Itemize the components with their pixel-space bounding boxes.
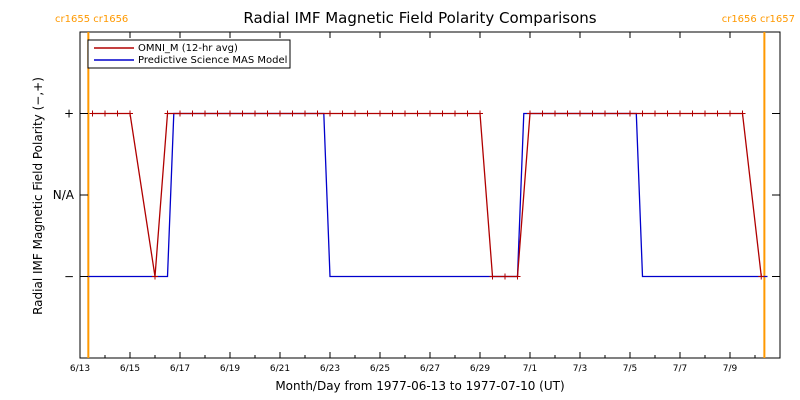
data-point-omni (539, 110, 546, 117)
data-point-omni (514, 273, 521, 280)
data-point-omni (177, 110, 183, 117)
data-point-omni (714, 110, 721, 117)
x-tick-label: 6/21 (270, 364, 290, 374)
x-tick-label: 6/19 (220, 364, 240, 374)
data-point-omni (352, 110, 358, 117)
data-point-omni (252, 110, 258, 117)
x-tick-label: 7/9 (723, 364, 738, 374)
data-point-omni (477, 110, 483, 117)
data-point-omni (152, 273, 158, 280)
data-point-omni (577, 110, 583, 117)
data-point-omni (452, 110, 458, 117)
data-point-omni (239, 110, 246, 117)
data-point-omni (427, 110, 433, 117)
data-point-omni (227, 110, 233, 117)
data-point-omni (277, 110, 283, 117)
data-point-omni (127, 110, 133, 117)
x-tick-label: 6/25 (370, 364, 390, 374)
data-point-omni (589, 110, 596, 117)
x-tick-label: 7/3 (573, 364, 587, 374)
data-point-omni (164, 110, 171, 117)
data-point-omni (677, 110, 683, 117)
data-point-omni (564, 110, 571, 117)
legend-label-omni: OMNI_M (12-hr avg) (138, 43, 238, 54)
data-point-omni (614, 110, 621, 117)
x-tick-label: 7/1 (523, 364, 537, 374)
x-tick-label: 6/15 (120, 364, 140, 374)
carrington-markers: cr1655 cr1656 cr1656 cr1657 (55, 14, 795, 358)
data-point-omni (364, 110, 371, 117)
data-point-omni (489, 273, 496, 280)
x-axis-ticks: 6/13 6/15 6/17 6/19 6/21 6/23 6/25 6/27 6/29 7/1 7… (70, 32, 781, 374)
data-point-omni (302, 110, 308, 117)
x-axis-label: Month/Day from 1977-06-13 to 1977-07-10 … (275, 379, 564, 393)
data-point-omni (114, 110, 121, 117)
data-point-omni (189, 110, 196, 117)
data-point-omni (327, 110, 333, 117)
y-tick-label: N/A (53, 188, 75, 202)
data-point-omni (289, 110, 296, 117)
series-line-mas (88, 112, 768, 278)
data-point-omni (689, 110, 696, 117)
data-point-omni (502, 273, 508, 280)
x-tick-label: 6/23 (320, 364, 340, 374)
data-point-omni (102, 110, 108, 117)
series-line-omni (92, 112, 762, 278)
data-point-omni (552, 110, 558, 117)
plot-area (79, 31, 781, 359)
y-tick-label: − (64, 270, 74, 284)
data-point-omni (339, 110, 346, 117)
data-point-omni (389, 110, 396, 117)
data-point-omni (214, 110, 221, 117)
data-point-omni (652, 110, 658, 117)
data-point-omni (264, 110, 271, 117)
data-point-omni (464, 110, 471, 117)
data-point-omni (664, 110, 671, 117)
data-point-omni (314, 110, 321, 117)
data-point-omni (202, 110, 208, 117)
legend: OMNI_M (12-hr avg) Predictive Science MA… (87, 39, 291, 69)
data-point-omni (402, 110, 408, 117)
chart-title: Radial IMF Magnetic Field Polarity Compa… (243, 9, 596, 27)
data-point-omni (739, 110, 746, 117)
data-point-omni (377, 110, 383, 117)
x-tick-label: 7/7 (673, 364, 687, 374)
data-point-omni (439, 110, 446, 117)
y-tick-label: + (64, 107, 74, 121)
legend-label-mas: Predictive Science MAS Model (138, 55, 287, 66)
data-point-omni (602, 110, 608, 117)
carrington-marker-label: cr1655 cr1656 (55, 14, 128, 25)
data-point-omni (758, 273, 765, 280)
data-point-omni (527, 110, 533, 117)
data-point-omni (727, 110, 733, 117)
x-tick-label: 6/27 (420, 364, 440, 374)
data-point-omni (702, 110, 708, 117)
plot-border (79, 31, 781, 359)
data-point-omni (639, 110, 646, 117)
data-point-omni (627, 110, 633, 117)
data-point-omni (89, 110, 96, 117)
carrington-marker-label: cr1656 cr1657 (722, 14, 795, 25)
data-point-omni (414, 110, 421, 117)
series-layer (88, 110, 768, 280)
legend-box (87, 39, 291, 69)
x-tick-label: 6/13 (70, 364, 90, 374)
x-tick-label: 6/17 (170, 364, 190, 374)
x-tick-label: 6/29 (470, 364, 490, 374)
y-axis-label: Radial IMF Magnetic Field Polarity (−,+) (31, 77, 45, 315)
y-axis-ticks: + N/A − (53, 107, 780, 284)
x-tick-label: 7/5 (623, 364, 637, 374)
